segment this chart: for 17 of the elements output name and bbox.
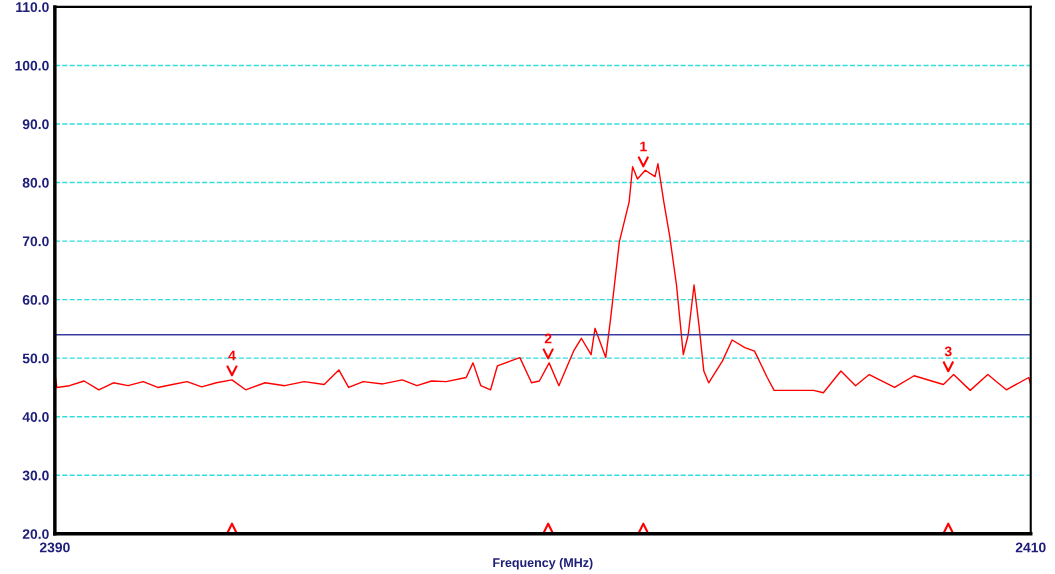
y-tick-label: 30.0 (22, 470, 49, 481)
y-tick-label: 80.0 (22, 177, 49, 188)
y-tick-label: 90.0 (22, 119, 49, 130)
y-tick-label: 50.0 (22, 353, 49, 364)
x-tick-label: 2410 (1015, 542, 1046, 553)
x-axis-title: Frequency (MHz) (493, 557, 593, 570)
y-tick-label: 60.0 (22, 294, 49, 305)
annotation: 2 (544, 333, 552, 344)
y-tick-label: 20.0 (22, 529, 49, 539)
line-series (54, 163, 1031, 394)
y-tick-label: 40.0 (22, 412, 49, 422)
annotation: 1 (640, 141, 647, 152)
y-tick-label: 100.0 (15, 60, 49, 71)
x-tick-label: 2390 (39, 542, 70, 553)
y-tick-label: 70.0 (22, 236, 49, 247)
y-tick-label: 110.0 (16, 2, 49, 13)
annotation: 3 (944, 346, 952, 357)
